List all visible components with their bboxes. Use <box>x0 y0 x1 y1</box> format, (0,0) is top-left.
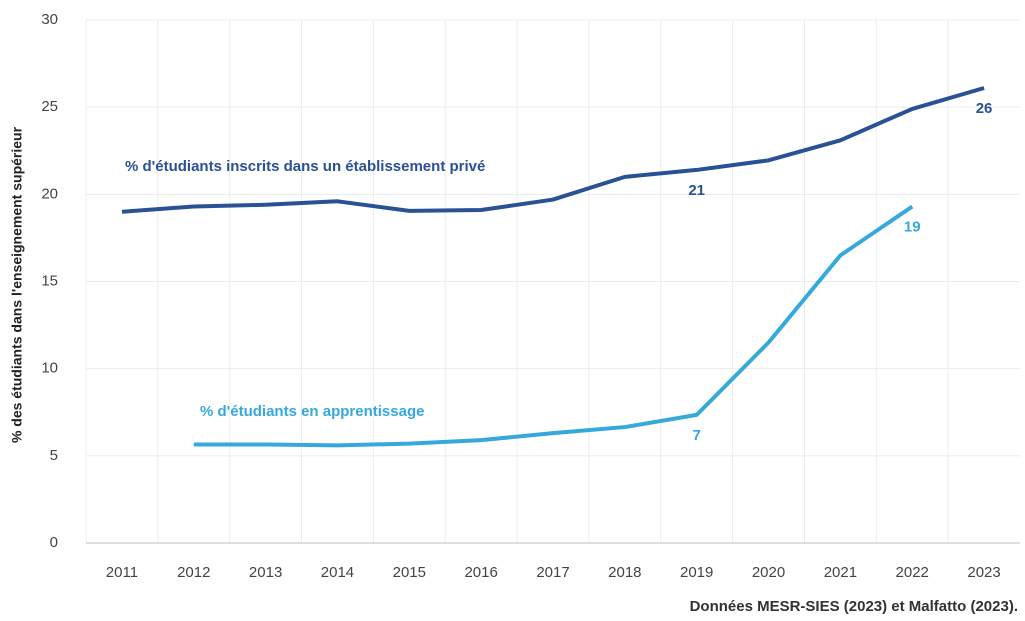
x-tick-label: 2012 <box>177 564 210 581</box>
y-tick-label: 5 <box>50 447 58 464</box>
y-tick-label: 30 <box>41 11 58 28</box>
series-label: % d'étudiants en apprentissage <box>200 403 424 420</box>
x-tick-label: 2014 <box>321 564 354 581</box>
series-line <box>193 204 914 448</box>
source: Données MESR-SIES (2023) et Malfatto (20… <box>690 598 1018 615</box>
data-label: 21 <box>688 182 705 199</box>
y-tick-label: 15 <box>41 272 58 289</box>
y-tick-label: 10 <box>41 360 58 377</box>
y-axis-title: % des étudiants dans l'enseignement supé… <box>9 126 25 443</box>
data-label: 19 <box>904 219 921 236</box>
series-line <box>121 86 985 214</box>
y-tick-label: 0 <box>50 534 58 551</box>
x-tick-label: 2015 <box>393 564 426 581</box>
data-label: 7 <box>693 427 701 444</box>
x-tick-label: 2017 <box>536 564 569 581</box>
x-tick-label: 2011 <box>106 564 138 581</box>
x-tick-label: 2020 <box>752 564 785 581</box>
x-tick-label: 2023 <box>967 564 1000 581</box>
x-tick-label: 2021 <box>824 564 857 581</box>
data-label: 26 <box>976 100 993 117</box>
x-tick-label: 2013 <box>249 564 282 581</box>
y-tick-label: 20 <box>41 185 58 202</box>
x-tick-label: 2016 <box>464 564 497 581</box>
x-tick-label: 2019 <box>680 564 713 581</box>
x-tick-label: 2022 <box>896 564 929 581</box>
y-tick-label: 25 <box>41 98 58 115</box>
series-label: % d'étudiants inscrits dans un établisse… <box>125 158 485 175</box>
x-tick-label: 2018 <box>608 564 641 581</box>
